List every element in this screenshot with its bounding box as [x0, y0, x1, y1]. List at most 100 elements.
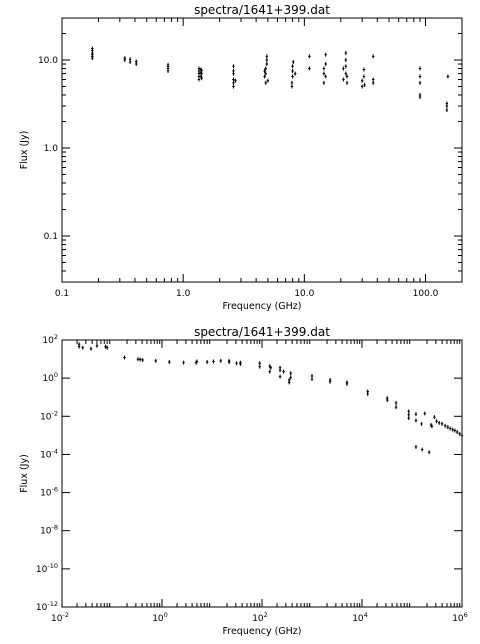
data-point — [141, 357, 144, 362]
tick-base: 10 — [40, 450, 52, 460]
data-point — [418, 66, 422, 71]
data-point — [363, 82, 366, 87]
y-tick-label: 10-2 — [40, 409, 58, 422]
tick-base: 10 — [42, 374, 54, 384]
data-point — [77, 342, 81, 347]
tick-base: 10 — [452, 614, 464, 624]
data-point — [366, 389, 369, 394]
tick-base: 10 — [252, 614, 264, 624]
data-point — [407, 409, 410, 414]
data-point — [104, 344, 107, 349]
x-tick-label: 10.0 — [294, 289, 314, 299]
data-point — [372, 77, 375, 82]
data-point — [433, 415, 436, 420]
data-point — [123, 355, 126, 360]
data-point — [135, 59, 138, 64]
data-point — [418, 74, 422, 79]
data-point — [289, 375, 292, 380]
data-point — [264, 80, 267, 85]
plot-frame — [61, 17, 463, 283]
data-point — [427, 450, 431, 455]
data-point — [362, 74, 366, 79]
x-tick-label: 104 — [352, 611, 368, 624]
data-point — [293, 71, 297, 76]
data-point — [344, 57, 348, 62]
data-point — [264, 66, 267, 71]
y-axis-label: Flux (Jy) — [19, 454, 30, 493]
chart-panel-2: spectra/1641+399.dat Frequency (GHz) Flux … — [19, 325, 468, 637]
data-point — [265, 57, 269, 62]
tick-exponent: 2 — [54, 333, 58, 341]
data-point — [418, 80, 422, 85]
data-point — [239, 360, 242, 365]
data-point — [310, 373, 314, 378]
data-point — [128, 57, 132, 62]
data-point — [324, 74, 327, 79]
data-point — [258, 364, 261, 369]
data-point — [234, 78, 237, 83]
tick-base: 10 — [42, 336, 54, 346]
data-point — [182, 360, 185, 365]
x-tick-label: 10-2 — [51, 611, 69, 624]
data-point — [394, 400, 398, 405]
tick-exponent: -12 — [47, 600, 58, 608]
data-point — [290, 80, 294, 85]
data-point — [263, 68, 266, 73]
tick-exponent: -2 — [62, 611, 68, 619]
data-point — [328, 377, 332, 382]
tick-base: 10 — [40, 412, 52, 422]
data-point — [344, 71, 348, 76]
data-point — [288, 377, 291, 382]
data-point — [232, 64, 235, 69]
data-point — [105, 345, 109, 350]
data-point — [195, 359, 199, 364]
y-tick-label: 10-8 — [40, 524, 58, 537]
y-tick-label: 102 — [42, 333, 58, 346]
data-point — [290, 84, 294, 89]
data-point — [89, 346, 93, 351]
data-point — [407, 412, 410, 417]
tick-base: 10 — [51, 614, 63, 624]
y-tick-label: 10.0 — [38, 56, 58, 66]
tick-exponent: -6 — [52, 486, 58, 494]
data-point — [95, 343, 99, 348]
data-point — [448, 426, 452, 431]
data-point — [414, 444, 418, 449]
tick-base: 10 — [40, 527, 52, 537]
data-point — [289, 371, 292, 376]
data-point — [258, 361, 261, 366]
data-point — [227, 358, 231, 363]
data-point — [81, 345, 84, 350]
data-point — [322, 71, 326, 76]
tick-exponent: -8 — [52, 524, 58, 532]
data-point — [123, 56, 127, 61]
data-point — [460, 433, 464, 438]
data-point — [407, 416, 410, 421]
x-axis-label: Frequency (GHz) — [222, 301, 301, 312]
data-point — [308, 66, 311, 71]
data-point — [269, 365, 273, 370]
data-point — [235, 361, 238, 366]
data-point — [264, 71, 267, 76]
data-point — [154, 358, 157, 363]
data-point — [136, 357, 140, 362]
data-point — [414, 412, 418, 417]
tick-exponent: 0 — [54, 371, 58, 379]
data-point — [278, 374, 282, 379]
data-point — [212, 359, 215, 364]
y-tick-label: 10-6 — [40, 486, 58, 499]
data-point — [372, 54, 375, 59]
tick-base: 10 — [352, 614, 364, 624]
data-point — [324, 62, 327, 67]
data-point — [265, 54, 269, 59]
y-tick-label: 10-10 — [36, 562, 58, 575]
data-point — [291, 74, 294, 79]
data-point — [322, 80, 326, 85]
tick-exponent: 0 — [164, 611, 168, 619]
data-point — [205, 360, 209, 365]
data-point — [138, 357, 142, 362]
tick-exponent: 2 — [264, 611, 268, 619]
data-point — [445, 101, 449, 106]
x-tick-label: 100 — [152, 611, 168, 624]
